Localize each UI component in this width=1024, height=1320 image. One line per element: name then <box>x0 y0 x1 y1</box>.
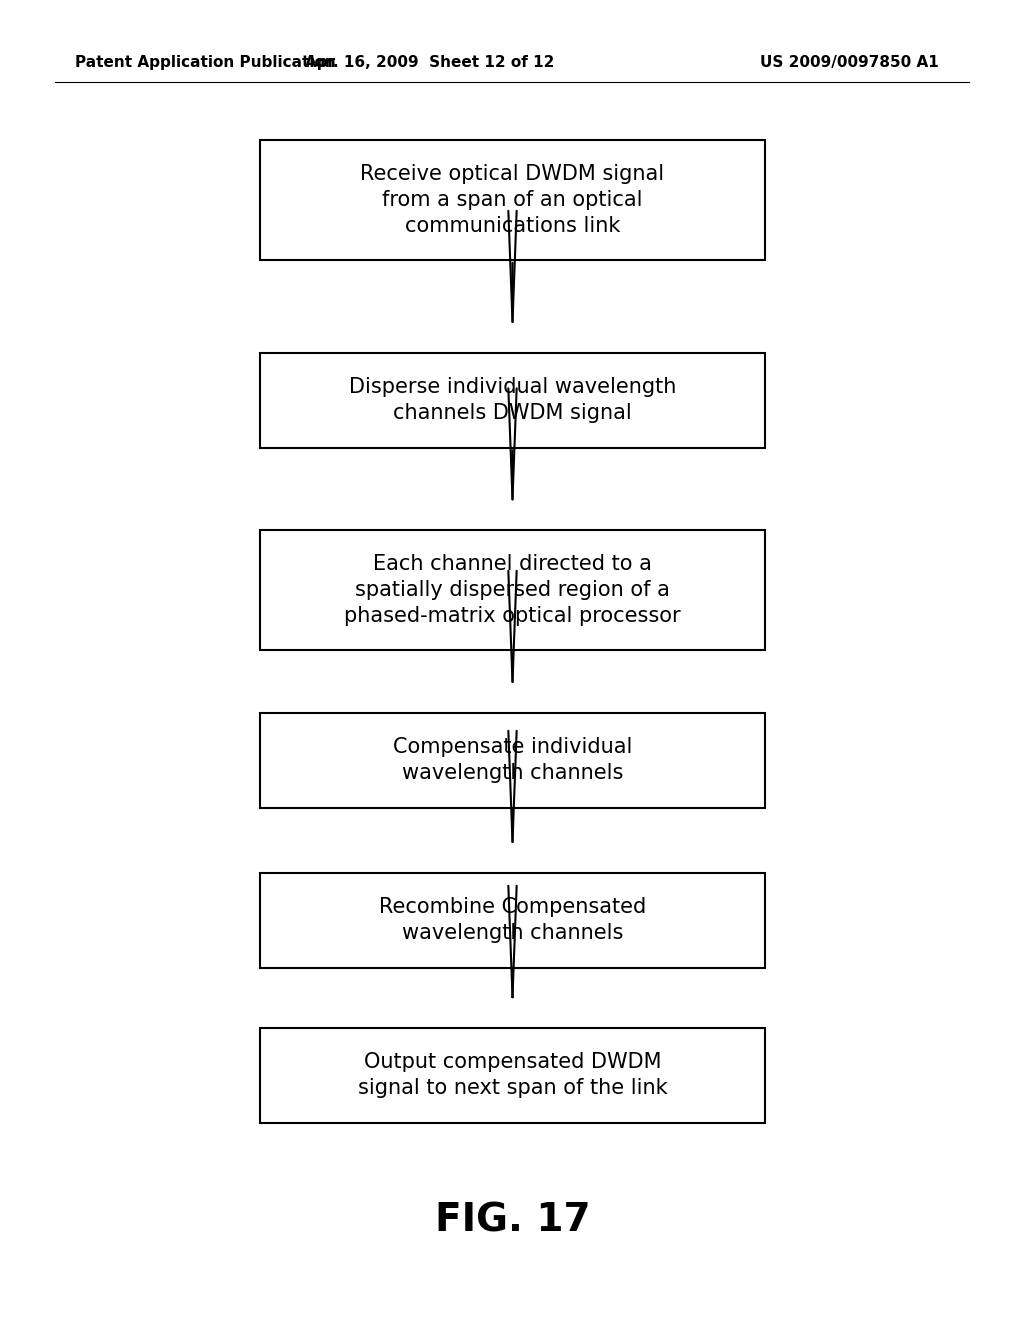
Text: Recombine Compensated
wavelength channels: Recombine Compensated wavelength channel… <box>379 896 646 944</box>
Text: FIG. 17: FIG. 17 <box>434 1201 590 1239</box>
Bar <box>260 352 765 447</box>
Text: Compensate individual
wavelength channels: Compensate individual wavelength channel… <box>393 737 632 783</box>
Text: Receive optical DWDM signal
from a span of an optical
communications link: Receive optical DWDM signal from a span … <box>360 164 665 236</box>
Bar <box>260 140 765 260</box>
Bar <box>260 1027 765 1122</box>
Bar <box>260 873 765 968</box>
Text: Patent Application Publication: Patent Application Publication <box>75 55 336 70</box>
Bar <box>260 713 765 808</box>
Text: Each channel directed to a
spatially dispersed region of a
phased-matrix optical: Each channel directed to a spatially dis… <box>344 553 681 627</box>
Bar <box>260 531 765 649</box>
Text: Apr. 16, 2009  Sheet 12 of 12: Apr. 16, 2009 Sheet 12 of 12 <box>305 55 555 70</box>
Text: Output compensated DWDM
signal to next span of the link: Output compensated DWDM signal to next s… <box>357 1052 668 1098</box>
Text: Disperse individual wavelength
channels DWDM signal: Disperse individual wavelength channels … <box>349 376 676 424</box>
Text: US 2009/0097850 A1: US 2009/0097850 A1 <box>760 55 939 70</box>
